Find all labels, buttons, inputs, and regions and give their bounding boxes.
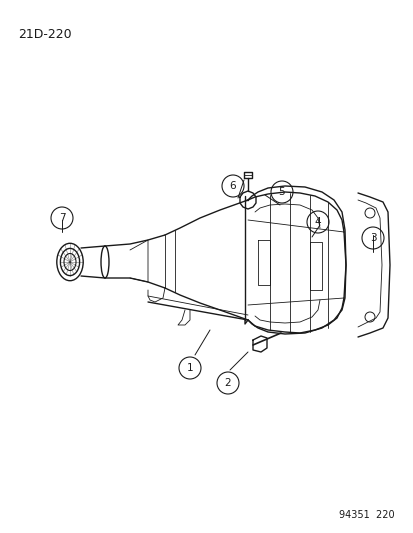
Text: 6: 6 [229, 181, 236, 191]
Text: 5: 5 [278, 187, 285, 197]
Text: 2: 2 [224, 378, 231, 388]
Text: 21D-220: 21D-220 [18, 28, 71, 41]
Text: 4: 4 [314, 217, 320, 227]
Text: 3: 3 [369, 233, 375, 243]
Text: 1: 1 [186, 363, 193, 373]
Text: 7: 7 [59, 213, 65, 223]
Text: 94351  220: 94351 220 [339, 510, 394, 520]
